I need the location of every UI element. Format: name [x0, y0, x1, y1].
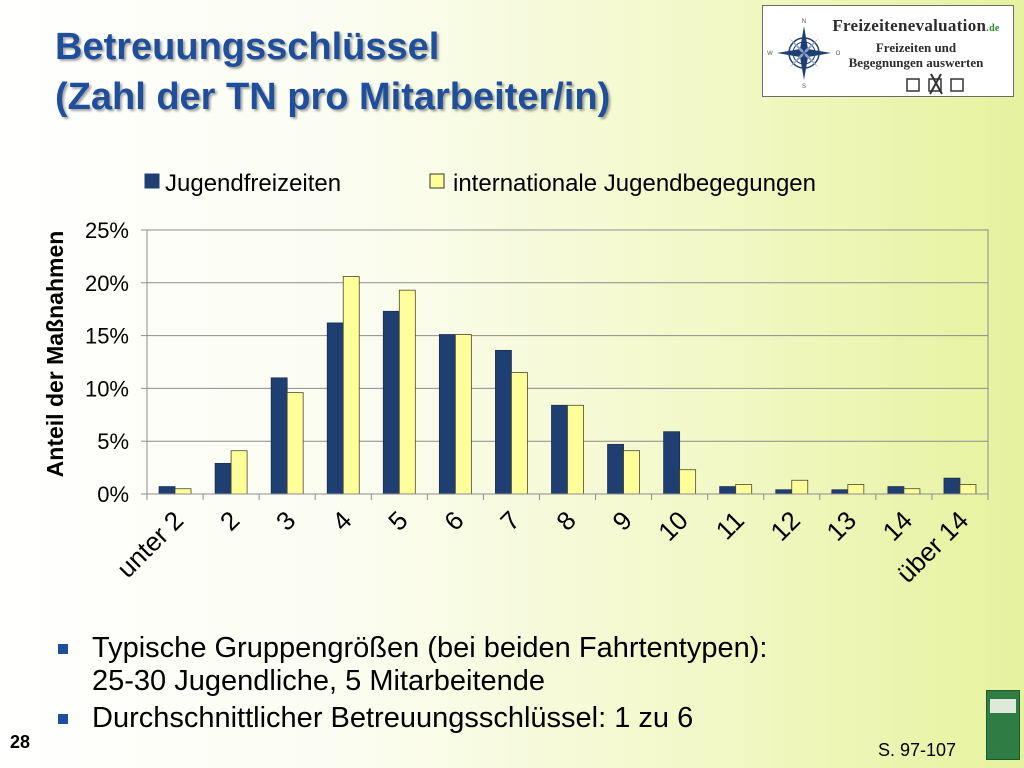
- x-tick-label: 8: [550, 505, 581, 536]
- logo-tagline: Freizeiten und Begegnungen auswerten: [848, 40, 984, 70]
- legend-swatch-jugendfreizeiten: [144, 173, 160, 189]
- bar-international: [623, 450, 640, 495]
- legend-swatch-international: [429, 173, 445, 189]
- logo-boxes-icon: [906, 73, 964, 95]
- bar-international: [286, 392, 304, 495]
- x-tick-label: 5: [382, 505, 413, 536]
- compass-icon: N O S W: [767, 19, 841, 90]
- bar-international: [679, 469, 697, 495]
- bars: [158, 276, 977, 495]
- x-tick-label: 7: [494, 505, 525, 536]
- legend-label-international: internationale Jugendbegegungen: [453, 170, 816, 197]
- bullet-list: Typische Gruppengrößen (bei beiden Fahrt…: [58, 632, 767, 739]
- slide-title: Betreuungsschlüssel (Zahl der TN pro Mit…: [55, 22, 610, 122]
- x-tick-label: 2: [214, 505, 245, 536]
- bar-international: [511, 372, 528, 495]
- x-tick-label: 13: [820, 505, 862, 547]
- x-tick-label: 9: [606, 505, 637, 536]
- bar-international: [847, 484, 865, 495]
- x-tick-label: 3: [270, 505, 301, 536]
- bar-jugendfreizeiten: [943, 477, 961, 495]
- book-cover-icon: [986, 690, 1020, 760]
- bar-jugendfreizeiten: [831, 489, 849, 495]
- bar-jugendfreizeiten: [158, 486, 176, 495]
- x-tick-label: 12: [764, 505, 806, 547]
- page-number: 28: [10, 732, 31, 752]
- x-tick-label: 11: [710, 505, 750, 545]
- x-tick-label: unter 2: [111, 505, 189, 583]
- bar-international: [454, 334, 472, 495]
- bar-jugendfreizeiten: [607, 443, 624, 495]
- bullet-ratio: Durchschnittlicher Betreuungsschlüssel: …: [58, 702, 767, 735]
- bar-jugendfreizeiten: [270, 377, 288, 495]
- bar-international: [342, 276, 360, 495]
- logo-brand: Freizeitenevaluation.de: [832, 16, 1000, 35]
- y-tick-label: 25%: [85, 218, 129, 243]
- svg-text:S: S: [802, 84, 806, 90]
- bar-jugendfreizeiten: [887, 486, 905, 495]
- y-tick-label: 15%: [85, 324, 129, 349]
- bar-jugendfreizeiten: [214, 462, 232, 495]
- y-axis-label: Anteil der Maßnahmen: [42, 231, 68, 478]
- bar-international: [174, 488, 192, 495]
- bar-international: [791, 479, 809, 495]
- x-tick-label: 6: [438, 505, 469, 536]
- bar-international: [567, 404, 584, 495]
- x-tick-label: 14: [876, 505, 918, 547]
- y-tick-label: 10%: [85, 376, 129, 401]
- plot-frame: [146, 229, 989, 495]
- legend-label-jugendfreizeiten: Jugendfreizeiten: [165, 170, 341, 197]
- y-axis-ticks: 0% 5% 10% 15% 20% 25%: [85, 218, 147, 507]
- bar-jugendfreizeiten: [382, 310, 400, 495]
- bar-international: [959, 484, 977, 495]
- bar-jugendfreizeiten: [719, 486, 737, 495]
- bar-jugendfreizeiten: [438, 334, 456, 495]
- svg-text:N: N: [802, 19, 806, 25]
- freizeitenevaluation-logo: N O S W Freizeitenevaluation.de Freizeit…: [762, 5, 1014, 97]
- bar-international: [735, 484, 753, 495]
- bar-jugendfreizeiten: [551, 404, 568, 495]
- bullet-group-size: Typische Gruppengrößen (bei beiden Fahrt…: [58, 632, 767, 698]
- title-line-2: (Zahl der TN pro Mitarbeiter/in): [55, 76, 611, 118]
- title-line-1: Betreuungsschlüssel: [55, 26, 440, 68]
- bar-international: [903, 488, 921, 495]
- bar-jugendfreizeiten: [326, 322, 344, 495]
- x-tick-label: 4: [326, 505, 357, 536]
- bar-chart: 0% 5% 10% 15% 20% 25% unter 2 2 3 4 5 6 7 8 9 10 11 12 13…: [42, 170, 989, 589]
- y-tick-label: 20%: [85, 271, 129, 296]
- y-tick-label: 5%: [97, 429, 129, 454]
- y-tick-label: 0%: [97, 482, 129, 507]
- svg-text:O: O: [836, 51, 841, 57]
- source-reference: S. 97-107: [878, 740, 957, 760]
- x-tick-label: 10: [652, 505, 694, 547]
- bar-jugendfreizeiten: [775, 489, 793, 495]
- bar-jugendfreizeiten: [663, 431, 681, 495]
- bar-international: [230, 450, 248, 495]
- bar-international: [398, 289, 416, 495]
- legend: Jugendfreizeiten internationale Jugendbe…: [144, 170, 816, 197]
- svg-text:W: W: [767, 51, 773, 57]
- bar-jugendfreizeiten: [495, 349, 512, 495]
